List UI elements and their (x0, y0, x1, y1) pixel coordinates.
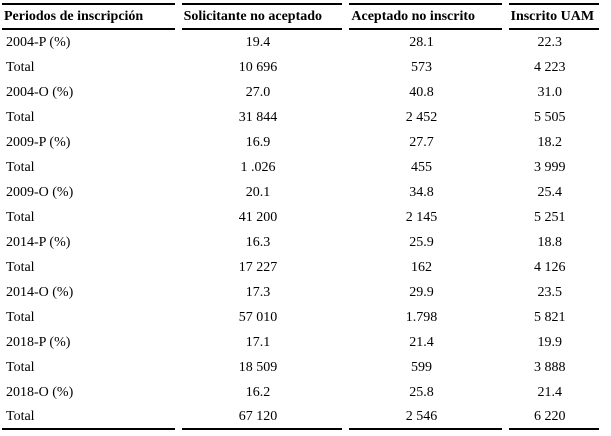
cell-value: 16.3 (245, 234, 271, 250)
cell-value: 5 505 (534, 109, 566, 125)
table-row: Total 18 509 599 3 888 (2, 355, 599, 380)
enrollment-periods-table: Periodos de inscripción Solicitante no ac… (0, 3, 606, 430)
cell-value: 31 844 (238, 109, 278, 125)
row-label: Total (2, 405, 175, 430)
cell-value: 41 200 (238, 209, 278, 225)
row-label: Total (6, 309, 35, 325)
cell-value: 27.7 (409, 134, 434, 150)
cell-value: 17 227 (238, 259, 278, 275)
cell-value: 16.9 (245, 134, 271, 150)
cell-value: 2 452 (405, 109, 438, 125)
cell-value: 5 251 (534, 209, 566, 225)
cell-value: 57 010 (238, 309, 278, 325)
cell-value: 25.9 (409, 234, 434, 250)
table-row: Total 67 120 2 546 6 220 (2, 405, 599, 430)
cell-value: 18 509 (238, 359, 278, 375)
cell-value: 2 145 (405, 209, 438, 225)
cell-value: 5 821 (534, 309, 566, 325)
table-body: 2004-P (%) 19.4 28.1 22.3 Total 10 696 573 4 22… (2, 30, 599, 430)
cell-value: 25.8 (409, 384, 434, 400)
row-label: Total (6, 109, 35, 125)
row-label: Total (6, 59, 35, 75)
row-label: Total (6, 259, 35, 275)
table-row: Total 41 200 2 145 5 251 (2, 205, 599, 230)
cell-value: 67 120 (181, 405, 343, 430)
table-row: 2018-O (%) 16.2 25.8 21.4 (2, 380, 599, 405)
cell-value: 3 888 (534, 359, 566, 375)
cell-value: 20.1 (245, 184, 271, 200)
column-header: Aceptado no inscrito (349, 3, 502, 30)
row-label: 2018-O (%) (6, 384, 74, 400)
row-label: 2014-O (%) (6, 284, 74, 300)
cell-value: 28.1 (409, 34, 434, 50)
table-row: 2009-O (%) 20.1 34.8 25.4 (2, 180, 599, 205)
cell-value: 1.798 (405, 309, 438, 325)
table-row: Total 10 696 573 4 223 (2, 55, 599, 80)
row-label: Total (6, 359, 35, 375)
cell-value: 455 (410, 159, 432, 175)
table-row: 2014-O (%) 17.3 29.9 23.5 (2, 280, 599, 305)
cell-value: 27.0 (245, 84, 271, 100)
cell-value: 21.4 (409, 334, 434, 350)
cell-value: 40.8 (409, 84, 434, 100)
row-label: 2009-P (%) (6, 134, 71, 150)
cell-value: 25.4 (537, 184, 563, 200)
cell-value: 4 223 (534, 59, 566, 75)
cell-value: 162 (410, 259, 432, 275)
cell-value: 19.4 (245, 34, 271, 50)
table-row: Total 17 227 162 4 126 (2, 255, 599, 280)
cell-value: 2 546 (349, 405, 502, 430)
column-header: Solicitante no aceptado (181, 3, 343, 30)
table-row: Total 57 010 1.798 5 821 (2, 305, 599, 330)
cell-value: 23.5 (537, 284, 563, 300)
cell-value: 19.9 (537, 334, 563, 350)
cell-value: 1 .026 (240, 159, 276, 175)
row-label: 2004-O (%) (6, 84, 74, 100)
cell-value: 21.4 (537, 384, 563, 400)
cell-value: 29.9 (409, 284, 434, 300)
table-row: 2009-P (%) 16.9 27.7 18.2 (2, 130, 599, 155)
cell-value: 17.3 (245, 284, 271, 300)
row-label: 2009-O (%) (6, 184, 74, 200)
table-row: 2004-P (%) 19.4 28.1 22.3 (2, 30, 599, 55)
row-label: Total (6, 159, 35, 175)
table-row: Total 1 .026 455 3 999 (2, 155, 599, 180)
cell-value: 3 999 (534, 159, 566, 175)
column-header: Periodos de inscripción (2, 3, 175, 30)
cell-value: 599 (410, 359, 432, 375)
cell-value: 31.0 (537, 84, 563, 100)
column-header: Inscrito UAM (508, 3, 599, 30)
cell-value: 16.2 (245, 384, 271, 400)
cell-value: 4 126 (534, 259, 566, 275)
table-row: 2004-O (%) 27.0 40.8 31.0 (2, 80, 599, 105)
cell-value: 22.3 (537, 34, 563, 50)
cell-value: 18.8 (537, 234, 563, 250)
cell-value: 6 220 (508, 405, 599, 430)
table-row: 2018-P (%) 17.1 21.4 19.9 (2, 330, 599, 355)
cell-value: 17.1 (245, 334, 271, 350)
table-row: Total 31 844 2 452 5 505 (2, 105, 599, 130)
row-label: 2018-P (%) (6, 334, 71, 350)
cell-value: 10 696 (238, 59, 278, 75)
table-row: 2014-P (%) 16.3 25.9 18.8 (2, 230, 599, 255)
row-label: 2004-P (%) (6, 34, 71, 50)
row-label: Total (6, 209, 35, 225)
header-row: Periodos de inscripción Solicitante no ac… (2, 3, 599, 30)
row-label: 2014-P (%) (6, 234, 71, 250)
cell-value: 573 (410, 59, 432, 75)
cell-value: 34.8 (409, 184, 434, 200)
cell-value: 18.2 (537, 134, 563, 150)
